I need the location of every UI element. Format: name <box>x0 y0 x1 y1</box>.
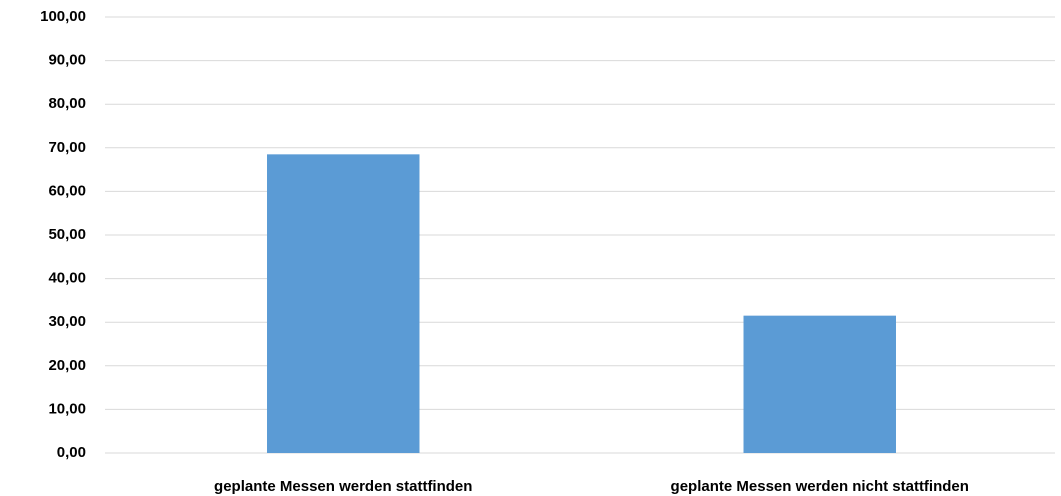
y-tick-label: 80,00 <box>48 95 86 112</box>
y-tick-label: 90,00 <box>48 52 86 69</box>
y-tick-label: 50,00 <box>48 226 86 243</box>
x-tick-label: geplante Messen werden stattfinden <box>214 478 472 495</box>
y-tick-label: 30,00 <box>48 313 86 330</box>
y-tick-label: 10,00 <box>48 400 86 417</box>
y-tick-label: 60,00 <box>48 182 86 199</box>
y-tick-label: 100,00 <box>40 8 86 25</box>
bar <box>267 154 420 453</box>
y-tick-label: 0,00 <box>57 444 86 461</box>
x-tick-label: geplante Messen werden nicht stattfinden <box>671 478 969 495</box>
y-tick-label: 40,00 <box>48 270 86 287</box>
y-tick-label: 20,00 <box>48 357 86 374</box>
bar <box>743 315 896 453</box>
y-tick-label: 70,00 <box>48 139 86 156</box>
